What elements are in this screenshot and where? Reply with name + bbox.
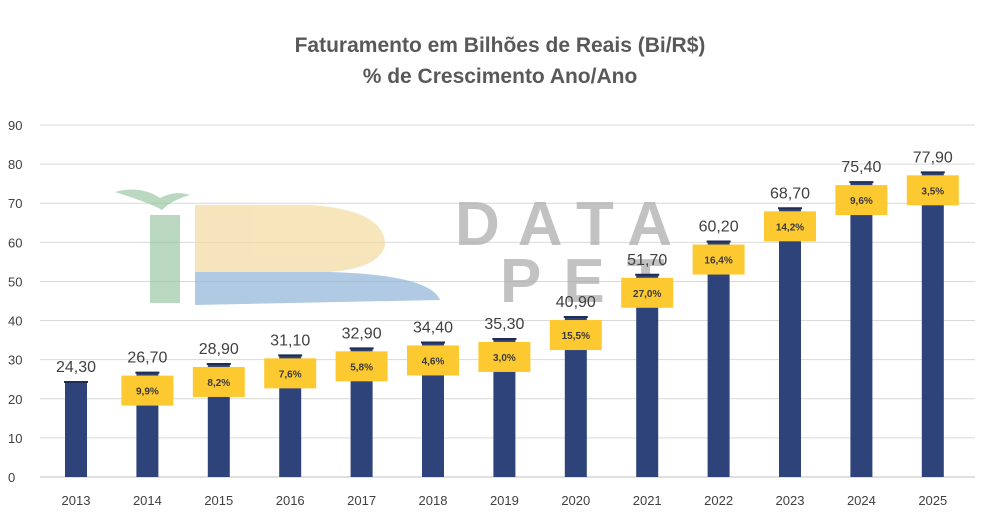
growth-label: 15,5%: [562, 331, 590, 342]
growth-label: 16,4%: [704, 256, 732, 267]
bar: [921, 172, 944, 477]
x-tick-label: 2021: [633, 493, 662, 508]
x-tick-label: 2015: [204, 493, 233, 508]
watermark-logo-bar-green: [150, 215, 180, 303]
bar: [493, 338, 516, 477]
growth-box: [621, 277, 674, 308]
growth-label: 3,5%: [921, 186, 944, 197]
value-label: 31,10: [270, 332, 310, 349]
y-axis-ticks: 0 10 20 30 40 50 60 70 80 90: [8, 118, 22, 485]
growth-box: [407, 345, 459, 376]
bar: [564, 317, 587, 477]
y-tick-label: 50: [8, 274, 22, 289]
growth-labels: 9,9% 8,2% 7,6% 5,8% 4,6% 3,0% 15,5% 27,0% 16,4% 1…: [121, 175, 959, 406]
growth-label: 14,2%: [776, 222, 804, 233]
x-tick-label: 2024: [847, 493, 876, 508]
y-tick-label: 90: [8, 118, 22, 133]
watermark-logo-arc-yellow: [195, 205, 385, 272]
value-label: 26,70: [127, 350, 167, 367]
growth-label: 9,6%: [850, 196, 873, 207]
value-label: 75,40: [841, 159, 881, 176]
value-labels: 24,30 26,70 28,90 31,10 32,90 34,40 35,30 40,90…: [56, 149, 953, 376]
growth-box: [121, 375, 174, 406]
y-tick-label: 20: [8, 392, 22, 407]
watermark-bird-icon: [115, 189, 190, 210]
growth-box: [692, 244, 745, 275]
growth-box: [264, 358, 317, 389]
watermark-logo-arc-blue: [195, 272, 440, 305]
x-tick-label: 2020: [561, 493, 590, 508]
x-tick-label: 2016: [276, 493, 305, 508]
growth-label: 4,6%: [422, 356, 445, 367]
value-label: 28,90: [199, 341, 239, 358]
chart-subtitle-line: % de Crescimento Ano/Ano: [362, 65, 638, 88]
chart-title: Faturamento em Bilhões de Reais (Bi/R$) …: [0, 30, 1000, 92]
value-label: 32,90: [342, 325, 382, 342]
bar: [636, 274, 659, 477]
x-axis-ticks: 2013 2014 2015 2016 2017 2018 2019 2020 2021 2022…: [62, 493, 948, 508]
bar: [850, 182, 873, 477]
value-label: 24,30: [56, 359, 96, 376]
growth-label: 27,0%: [633, 289, 661, 300]
x-tick-label: 2014: [133, 493, 162, 508]
y-tick-label: 40: [8, 314, 22, 329]
y-tick-label: 60: [8, 235, 22, 250]
bar: [65, 381, 87, 477]
growth-box: [549, 320, 602, 351]
x-tick-label: 2019: [490, 493, 519, 508]
y-tick-label: 70: [8, 196, 22, 211]
watermark-logo: DATA PET: [115, 189, 690, 316]
x-tick-label: 2017: [347, 493, 376, 508]
watermark-text-line1: DATA: [455, 190, 690, 259]
value-label: 60,20: [699, 219, 739, 236]
growth-box: [335, 351, 388, 382]
value-label: 77,90: [913, 149, 953, 166]
growth-label: 3,0%: [493, 353, 516, 364]
x-tick-label: 2018: [419, 493, 448, 508]
growth-box: [764, 211, 816, 242]
y-tick-label: 80: [8, 157, 22, 172]
growth-box: [478, 341, 531, 372]
y-tick-label: 0: [8, 470, 15, 485]
y-tick-label: 30: [8, 353, 22, 368]
growth-label: 8,2%: [207, 378, 230, 389]
x-tick-label: 2023: [776, 493, 805, 508]
growth-box: [192, 366, 245, 397]
growth-label: 5,8%: [350, 362, 373, 373]
bar: [422, 342, 444, 477]
growth-label: 9,9%: [136, 387, 159, 398]
x-tick-label: 2025: [918, 493, 947, 508]
growth-box: [906, 175, 959, 206]
x-tick-label: 2013: [62, 493, 91, 508]
value-label: 51,70: [627, 252, 667, 269]
growth-box: [835, 185, 888, 216]
value-label: 68,70: [770, 185, 810, 202]
bar: [707, 241, 730, 477]
chart-title-line: Faturamento em Bilhões de Reais (Bi/R$): [294, 34, 706, 57]
x-tick-label: 2022: [704, 493, 733, 508]
value-label: 35,30: [484, 316, 524, 333]
value-label: 40,90: [556, 294, 596, 311]
value-label: 34,40: [413, 319, 453, 336]
growth-label: 7,6%: [279, 369, 302, 380]
y-tick-label: 10: [8, 431, 22, 446]
bar: [779, 208, 801, 477]
